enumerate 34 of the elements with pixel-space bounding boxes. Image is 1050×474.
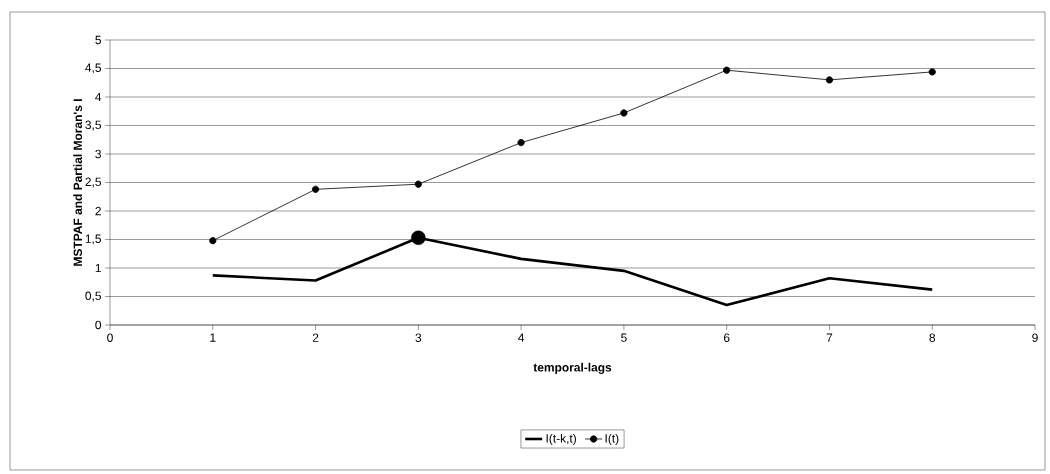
y-tick-label: 4,5 bbox=[85, 63, 101, 74]
y-tick-label: 1 bbox=[95, 263, 101, 273]
x-tick-label: 4 bbox=[518, 333, 525, 342]
y-tick-label: 5 bbox=[95, 35, 101, 45]
legend-label: I(t) bbox=[605, 433, 619, 446]
point bbox=[620, 109, 628, 117]
x-tick-label: 6 bbox=[723, 333, 730, 342]
x-tick-label: 2 bbox=[312, 333, 319, 342]
y-tick-label: 0 bbox=[95, 320, 102, 330]
point bbox=[411, 230, 426, 245]
y-tick-label: 0,5 bbox=[85, 291, 101, 302]
x-tick-label: 3 bbox=[415, 333, 422, 342]
point bbox=[928, 68, 936, 76]
y-tick-label: 2,5 bbox=[85, 177, 101, 188]
y-tick-label: 3 bbox=[95, 149, 101, 159]
point bbox=[414, 180, 422, 188]
legend-label: I(t-k,t) bbox=[546, 433, 576, 446]
point bbox=[209, 237, 217, 245]
point bbox=[723, 66, 731, 74]
y-tick-label: 1,5 bbox=[85, 234, 101, 245]
y-axis-title: MSTPAF and Partial Moran's I bbox=[73, 99, 83, 266]
point bbox=[311, 185, 320, 193]
x-tick-label: 5 bbox=[621, 333, 627, 342]
x-tick-label: 8 bbox=[929, 333, 936, 342]
x-tick-label: 7 bbox=[826, 333, 833, 342]
x-tick-label: 0 bbox=[107, 333, 113, 342]
x-tick-label: 1 bbox=[210, 333, 216, 342]
y-tick-label: 4 bbox=[95, 92, 102, 102]
point bbox=[825, 76, 834, 84]
y-tick-label: 3,5 bbox=[85, 120, 101, 131]
x-axis-title: temporal-lags bbox=[533, 362, 612, 374]
y-tick-label: 2 bbox=[95, 206, 101, 216]
point bbox=[517, 138, 525, 147]
x-tick-label: 9 bbox=[1032, 333, 1038, 342]
